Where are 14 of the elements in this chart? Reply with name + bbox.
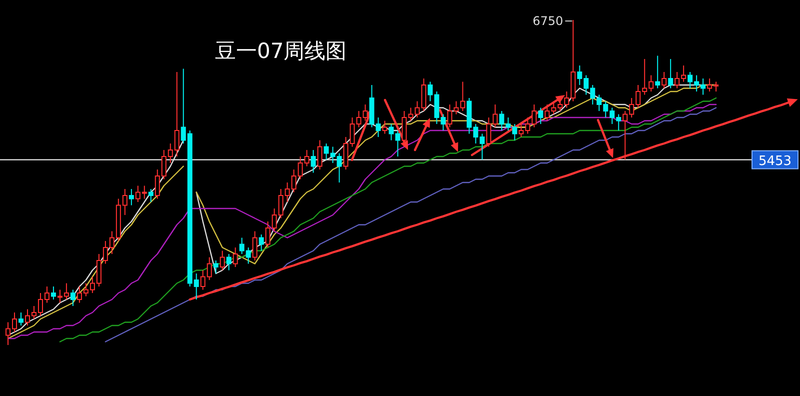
candlestick [310,150,316,174]
candlestick [655,55,660,89]
candlestick [668,58,674,89]
candlestick [662,72,667,89]
annotation: 6750 [532,14,564,28]
text: 豆一07周线图 [215,39,347,63]
candlestick [128,188,134,206]
candlestick [148,188,154,202]
candlestick [213,260,218,274]
annotation: 5453 [758,154,792,169]
candlestick [220,250,225,271]
candlestick [382,120,388,134]
candlestick [226,254,232,271]
candlestick [258,234,264,252]
